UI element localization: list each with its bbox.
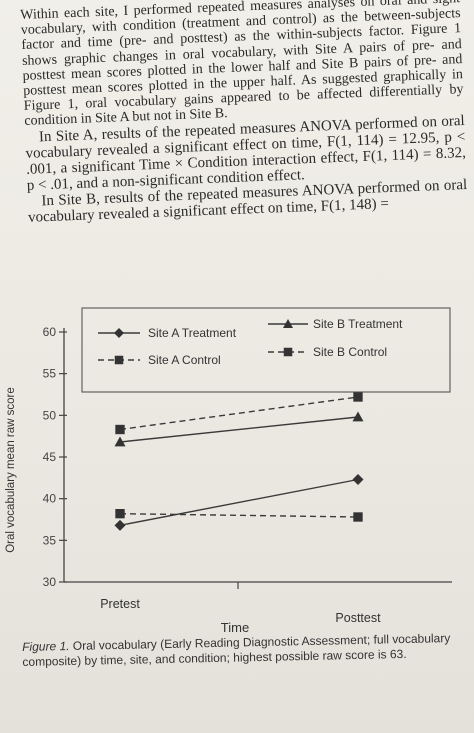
point-site-b-control-posttest bbox=[353, 392, 363, 402]
legend-marker-site-a-control bbox=[114, 355, 124, 365]
legend-box bbox=[81, 307, 451, 393]
series-line-site-a-control bbox=[119, 512, 359, 518]
y-tick-label: 50 bbox=[43, 408, 57, 422]
series-line-site-a-treatment bbox=[119, 478, 359, 527]
figure-label: Figure 1. bbox=[22, 639, 70, 654]
line-chart: 30 35 40 45 50 55 60 Pretest Posttest Time Oral vo… bbox=[5, 307, 452, 635]
x-tick-label-pretest: Pretest bbox=[100, 597, 140, 611]
body-text: Within each site, I performed repeated m… bbox=[20, 0, 468, 225]
legend-label-site-a-control: Site A Control bbox=[148, 353, 221, 367]
point-site-b-treatment-posttest bbox=[352, 411, 364, 422]
series-line-site-b-treatment bbox=[119, 416, 359, 443]
legend-marker-site-b-treatment bbox=[283, 319, 293, 328]
x-axis-title: Time bbox=[221, 620, 249, 635]
y-tick-label: 45 bbox=[43, 450, 57, 464]
y-tick-label: 60 bbox=[43, 325, 57, 339]
legend-label-site-b-treatment: Site B Treatment bbox=[313, 317, 403, 331]
legend-label-site-a-treatment: Site A Treatment bbox=[148, 326, 237, 340]
figure-1-chart: 30 35 40 45 50 55 60 Pretest Posttest Time Oral vo… bbox=[0, 300, 474, 650]
point-site-a-treatment-pretest bbox=[114, 519, 126, 531]
point-site-a-control-posttest bbox=[353, 512, 363, 522]
paragraph-results-intro: Within each site, I performed repeated m… bbox=[20, 0, 464, 130]
y-axis-title: Oral vocabulary mean raw score bbox=[5, 387, 17, 553]
y-tick-label: 55 bbox=[43, 367, 57, 381]
point-site-a-treatment-posttest bbox=[352, 474, 364, 485]
legend-label-site-b-control: Site B Control bbox=[313, 345, 387, 359]
y-tick-label: 40 bbox=[43, 492, 57, 506]
point-site-b-treatment-pretest bbox=[114, 436, 126, 447]
legend-marker-site-b-control bbox=[283, 347, 293, 357]
y-tick-label: 30 bbox=[43, 575, 57, 589]
x-tick-label-posttest: Posttest bbox=[335, 611, 381, 625]
y-tick-label: 35 bbox=[43, 533, 57, 547]
legend-marker-site-a-treatment bbox=[114, 328, 124, 338]
point-site-a-control-pretest bbox=[115, 508, 125, 519]
point-site-b-control-pretest bbox=[115, 424, 125, 435]
series-line-site-b-control bbox=[119, 396, 359, 431]
